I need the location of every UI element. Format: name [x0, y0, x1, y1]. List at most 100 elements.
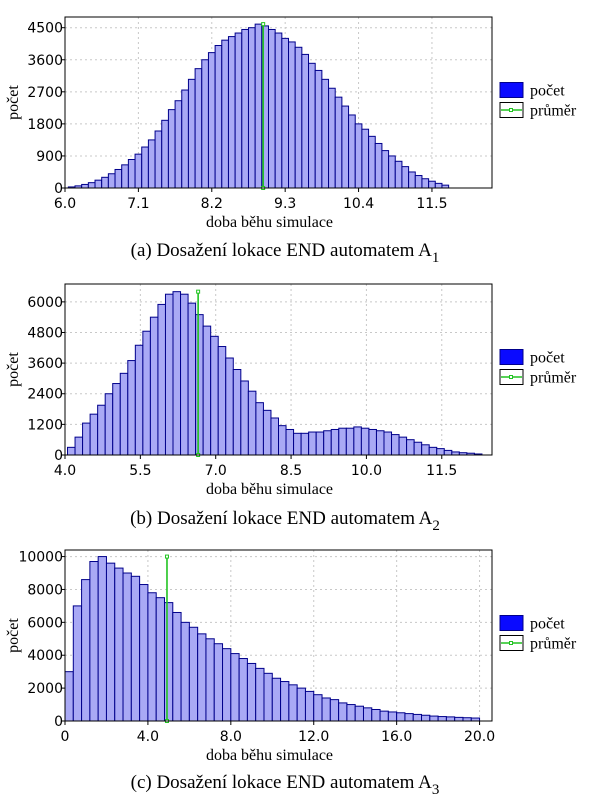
- histogram-bar: [434, 182, 443, 189]
- histogram-bar: [346, 704, 356, 722]
- histogram-bar: [263, 672, 273, 722]
- y-tick-label: 900: [36, 149, 63, 165]
- histogram-bar: [338, 427, 347, 456]
- y-tick-label: 0: [54, 181, 63, 197]
- figure-caption: (c) Dosažení lokace END automatem A3: [131, 772, 440, 798]
- histogram-bar: [341, 105, 350, 189]
- x-axis-label: doba běhu simulace: [206, 747, 333, 764]
- mean-marker-top: [261, 22, 266, 27]
- y-tick-label: 3600: [27, 53, 63, 69]
- histogram-bar: [232, 369, 242, 456]
- histogram-bar: [217, 346, 227, 456]
- histogram-bar: [388, 155, 396, 189]
- histogram-bar: [401, 166, 410, 189]
- histogram-bar: [74, 436, 84, 456]
- histogram-bar: [238, 658, 248, 722]
- histogram-bar: [381, 150, 390, 189]
- histogram-bar: [387, 711, 398, 722]
- histogram-bar: [202, 325, 212, 456]
- mean-marker-top: [196, 289, 201, 294]
- histogram-bar: [362, 707, 373, 722]
- legend-count-label: počet: [530, 616, 565, 633]
- y-tick-label: 4000: [27, 648, 63, 664]
- histogram-bar: [247, 27, 256, 189]
- histogram-bar: [247, 390, 257, 456]
- histogram-bar: [396, 712, 406, 722]
- histogram-bar: [127, 159, 136, 189]
- histogram-bar: [368, 428, 377, 456]
- histogram-bar: [281, 37, 290, 189]
- legend-count-label: počet: [530, 350, 565, 367]
- y-tick-label: 3600: [27, 356, 63, 372]
- histogram-bar: [360, 427, 370, 456]
- histogram-bar: [321, 78, 330, 189]
- histogram-bar: [354, 123, 363, 189]
- x-tick-label: 8.0: [220, 729, 242, 745]
- histogram-bar: [89, 561, 99, 722]
- y-tick-label: 8000: [27, 582, 63, 598]
- histogram-bar: [149, 316, 159, 456]
- legend-mean-marker: [509, 641, 513, 645]
- histogram-bar: [154, 130, 163, 189]
- figure-caption: (a) Dosažení lokace END automatem A1: [131, 240, 440, 266]
- histogram-bar: [147, 139, 156, 189]
- x-tick-label: 16.0: [381, 729, 412, 745]
- histogram-bar: [421, 714, 431, 722]
- y-axis-label: počet: [5, 352, 22, 387]
- legend-count-swatch: [499, 615, 524, 631]
- histogram-bar: [241, 28, 249, 189]
- y-axis-label: počet: [5, 85, 22, 120]
- histogram-bar: [321, 697, 331, 722]
- histogram-bar: [105, 562, 116, 722]
- histogram-bar: [338, 702, 348, 722]
- histogram-bar: [353, 426, 362, 456]
- histogram-bar: [167, 109, 176, 189]
- histogram-bar: [354, 705, 364, 722]
- histogram-bar: [188, 626, 199, 722]
- histogram-panel-3: 0 2000 4000 6000 8000 10000 0 4.0 8.0 12.0 16.0 20.…: [5, 549, 577, 798]
- histogram-bar: [414, 175, 423, 189]
- histogram-bar: [280, 681, 290, 722]
- x-tick-label: 4.0: [54, 463, 76, 479]
- histogram-bar: [255, 667, 265, 722]
- histogram-bar: [172, 611, 182, 722]
- histogram-bar: [443, 449, 453, 456]
- histogram-bar: [81, 183, 89, 189]
- histogram-bar: [89, 413, 99, 456]
- histogram-bar: [348, 114, 356, 189]
- histogram-bar: [330, 428, 340, 456]
- histogram-bar: [323, 430, 332, 456]
- histogram-bar: [104, 393, 114, 456]
- y-tick-label: 4800: [27, 325, 63, 341]
- legend-mean-label: průměr: [530, 103, 577, 120]
- histogram-bar: [278, 425, 287, 456]
- y-tick-label: 1200: [27, 417, 63, 433]
- y-tick-label: 4500: [27, 21, 63, 37]
- histogram-bar: [187, 78, 196, 189]
- histogram-bar: [445, 716, 456, 722]
- legend-count-label: počet: [530, 83, 565, 100]
- x-tick-label: 10.4: [343, 196, 374, 212]
- y-tick-label: 1800: [27, 117, 63, 133]
- x-tick-label: 4.0: [137, 729, 159, 745]
- histogram-bar: [155, 597, 165, 722]
- histogram-bar: [421, 444, 430, 456]
- histogram-bar: [97, 404, 106, 456]
- histogram-bar: [134, 153, 143, 189]
- histogram-bar: [315, 431, 325, 456]
- histogram-bar: [262, 409, 272, 456]
- histogram-bar: [270, 417, 279, 456]
- histogram-bar: [375, 430, 385, 456]
- histogram-bar: [437, 716, 447, 722]
- histogram-bar: [82, 422, 91, 456]
- histogram-bar: [81, 579, 91, 722]
- histogram-bar: [114, 168, 123, 189]
- histogram-bar: [406, 439, 415, 456]
- legend-mean-label: průměr: [530, 636, 577, 653]
- histogram-bar: [246, 662, 257, 722]
- histogram-bar: [195, 314, 204, 456]
- histogram-bar: [285, 428, 295, 456]
- histogram-bar: [207, 52, 216, 189]
- x-tick-label: 6.0: [54, 196, 76, 212]
- histogram-bar: [214, 45, 223, 189]
